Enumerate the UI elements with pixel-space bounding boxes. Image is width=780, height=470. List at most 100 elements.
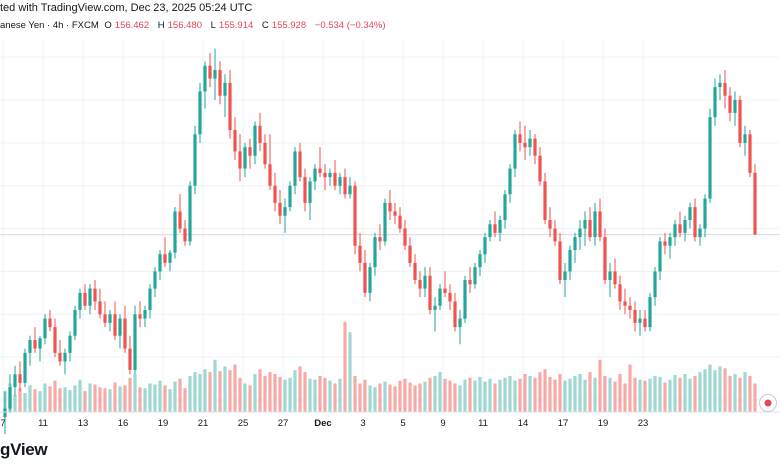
volume-bar — [408, 382, 412, 412]
volume-bar — [288, 377, 292, 412]
candle-body — [643, 318, 647, 328]
candle-body — [223, 82, 227, 96]
x-tick-label: 9 — [440, 418, 445, 429]
candle-body — [573, 237, 577, 250]
candle-body — [53, 327, 57, 353]
candles — [3, 48, 757, 435]
candle-body — [363, 262, 367, 293]
low-label: L — [210, 20, 216, 31]
candle-body — [328, 172, 332, 178]
volume-bar — [563, 380, 567, 412]
candle-body — [148, 288, 152, 310]
volume-bar — [548, 376, 552, 412]
volume-bar — [93, 384, 97, 412]
candle-body — [213, 70, 217, 79]
volume-bar — [568, 378, 572, 412]
volume-bar — [98, 387, 102, 412]
candle-body — [48, 318, 52, 328]
candle-body — [73, 310, 77, 336]
volume-bar — [688, 378, 692, 412]
candle-body — [78, 292, 82, 310]
candle-body — [753, 172, 757, 235]
candle-body — [388, 202, 392, 212]
candle-body — [528, 138, 532, 148]
volume-bar — [38, 391, 42, 412]
volume-bar — [253, 374, 257, 412]
volume-bar — [528, 375, 532, 412]
candle-body — [488, 224, 492, 238]
volume-bar — [128, 377, 132, 412]
candle-body — [678, 224, 682, 233]
candle-body — [323, 172, 327, 178]
candle-body — [448, 292, 452, 302]
candle-body — [673, 224, 677, 238]
volume-bar — [703, 369, 707, 412]
candle-body — [253, 125, 257, 156]
volume-bar — [583, 379, 587, 412]
volume-bar — [613, 381, 617, 412]
candle-body — [393, 211, 397, 216]
volume-bar — [573, 375, 577, 412]
volume-bar — [738, 377, 742, 412]
volume-bar — [643, 380, 647, 412]
volume-bar — [503, 377, 507, 412]
volume-bar — [203, 369, 207, 412]
volume-bar — [543, 369, 547, 412]
open-value: O 156.462 — [104, 20, 150, 31]
candle-body — [113, 314, 117, 336]
volume-bar — [598, 359, 602, 412]
candle-body — [398, 215, 402, 229]
volume-bar — [358, 383, 362, 412]
x-tick-label: 23 — [638, 418, 649, 429]
grid-lines — [0, 40, 780, 412]
x-tick-label: 11 — [478, 418, 488, 429]
volume-bar — [513, 380, 517, 412]
x-tick-label: 11 — [38, 418, 48, 429]
candle-body — [338, 177, 342, 186]
volume-bar — [483, 381, 487, 412]
volume-bar — [553, 379, 557, 412]
candle-body — [128, 348, 132, 370]
price-chart[interactable]: 7 11 13 16 19 21 25 27 Dec 3 5 9 11 14 17 19 23 — [0, 0, 780, 440]
candle-body — [368, 267, 372, 293]
candle-body — [93, 288, 97, 302]
volume-bar — [133, 374, 137, 412]
candle-body — [293, 151, 297, 186]
candle-body — [303, 177, 307, 203]
volume-bar — [498, 379, 502, 412]
x-tick-label: 27 — [278, 418, 289, 429]
candle-body — [268, 164, 272, 186]
candle-body — [518, 134, 522, 143]
volume-bar — [223, 366, 227, 412]
volume-bar — [578, 374, 582, 412]
close-label: C — [261, 20, 269, 31]
volume-bar — [413, 385, 417, 412]
candle-body — [83, 292, 87, 306]
candle-body — [423, 275, 427, 289]
candle-body — [563, 271, 567, 280]
volume-bar — [53, 380, 57, 412]
open-label: O — [104, 20, 112, 31]
candle-body — [463, 280, 467, 319]
volume-bar — [708, 364, 712, 412]
candle-body — [703, 198, 707, 229]
low-value: L 155.914 — [210, 20, 254, 31]
volume-bar — [718, 366, 722, 412]
candle-body — [588, 220, 592, 238]
candle-body — [663, 241, 667, 246]
high-label: H — [157, 20, 165, 31]
candle-body — [243, 147, 247, 169]
volume-bar — [58, 388, 62, 412]
candle-body — [248, 147, 252, 156]
candle-body — [373, 237, 377, 268]
candle-body — [13, 374, 17, 388]
x-tick-label: Dec — [314, 418, 331, 429]
candle-body — [683, 220, 687, 233]
volume-bar — [83, 391, 87, 412]
volume-bar — [303, 372, 307, 412]
candle-body — [218, 70, 222, 96]
candle-body — [333, 172, 337, 186]
volume-bar — [43, 383, 47, 412]
candle-body — [203, 65, 207, 92]
volume-bar — [713, 370, 717, 412]
